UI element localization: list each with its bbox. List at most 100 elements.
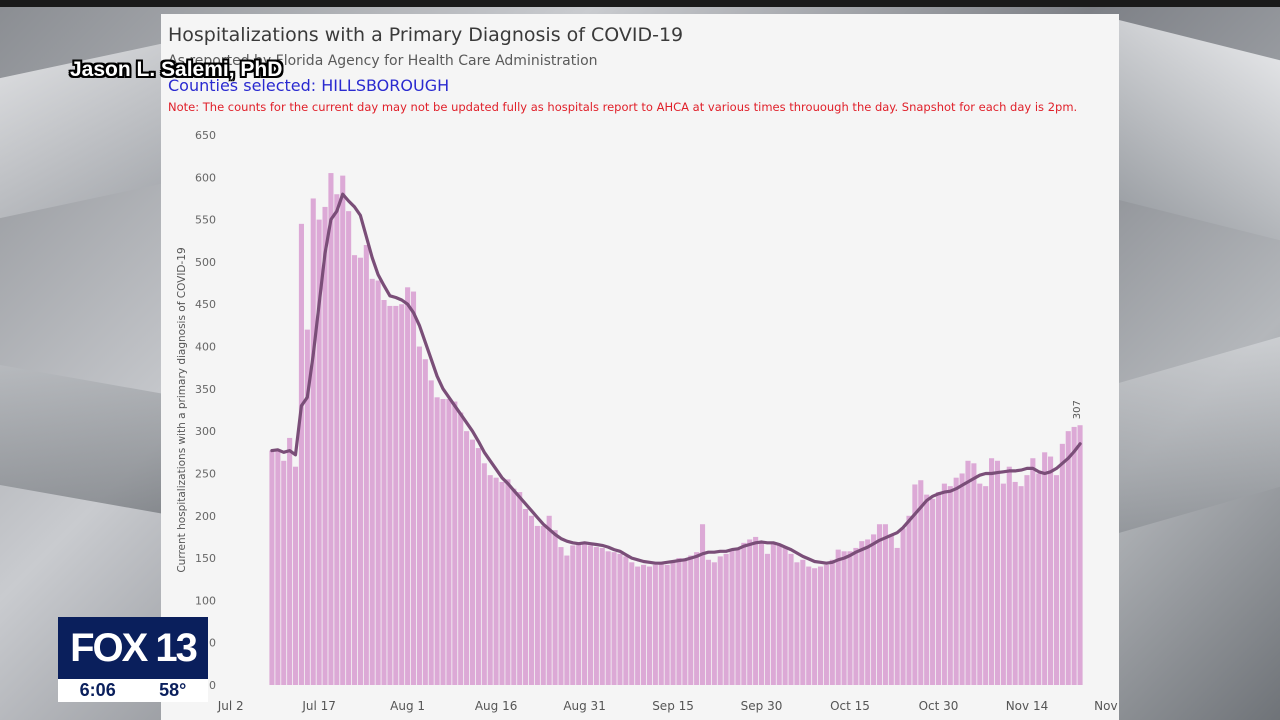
time-temperature-bar: 6:06 58° <box>58 679 208 702</box>
x-tick-label: Nov 29 <box>1094 699 1119 713</box>
bar <box>275 449 281 685</box>
bar <box>1042 452 1048 685</box>
bar <box>281 460 287 685</box>
station-logo-box: FOX 13 <box>58 617 208 682</box>
bar <box>1030 458 1036 685</box>
bar <box>941 483 947 685</box>
bar <box>753 536 759 685</box>
bar <box>817 566 824 685</box>
bar <box>741 542 747 685</box>
y-tick-label: 350 <box>195 383 216 396</box>
bar <box>682 560 688 685</box>
bar <box>552 530 558 685</box>
bar <box>758 541 765 685</box>
bar <box>664 564 670 685</box>
bar <box>381 300 387 685</box>
x-tick-label: Oct 30 <box>919 699 959 713</box>
bar <box>994 460 1001 685</box>
clock-time: 6:06 <box>79 680 116 700</box>
bar <box>1018 486 1024 685</box>
bar <box>446 399 452 685</box>
bar <box>894 547 900 685</box>
bar <box>310 198 316 685</box>
bar <box>481 463 487 685</box>
background-shape <box>1118 19 1280 241</box>
bar <box>835 549 841 685</box>
bar <box>493 477 499 685</box>
bar <box>328 173 334 686</box>
bar <box>1006 466 1012 685</box>
bar <box>469 439 476 685</box>
bar <box>806 566 812 685</box>
bar <box>1059 443 1065 685</box>
chart-note: Note: The counts for the current day may… <box>168 100 1078 114</box>
bar <box>505 479 511 685</box>
bar <box>935 492 942 685</box>
bar <box>399 304 405 685</box>
bar <box>947 486 953 685</box>
bar <box>853 547 859 685</box>
bar <box>428 380 434 685</box>
bar <box>576 542 582 685</box>
bar <box>458 412 464 685</box>
bar <box>977 483 983 685</box>
bar <box>369 278 375 685</box>
bar <box>735 547 741 685</box>
bar <box>351 255 358 685</box>
bar <box>924 494 930 685</box>
bar <box>859 541 865 685</box>
bar <box>699 524 706 685</box>
bar <box>747 539 753 685</box>
x-tick-label: Jul 17 <box>301 699 336 713</box>
bar <box>688 555 694 685</box>
bar <box>717 556 723 685</box>
y-tick-label: 150 <box>195 552 216 565</box>
chart-subtitle: As reported by Florida Agency for Health… <box>168 53 598 69</box>
bar <box>587 545 594 685</box>
bar <box>912 484 918 685</box>
bar <box>705 559 711 685</box>
bar <box>334 194 340 685</box>
chart-title: Hospitalizations with a Primary Diagnosi… <box>168 24 684 46</box>
y-tick-label: 300 <box>195 425 216 438</box>
y-tick-label: 450 <box>195 298 216 311</box>
bar <box>906 515 912 685</box>
y-tick-label: 100 <box>195 594 216 607</box>
bar <box>1012 481 1018 685</box>
bar <box>652 564 658 685</box>
bar <box>517 492 523 685</box>
bar <box>794 562 800 685</box>
bar <box>670 562 676 685</box>
bar <box>812 568 818 685</box>
bar <box>900 528 906 685</box>
bar <box>1065 431 1071 685</box>
bar <box>464 431 470 685</box>
bar <box>611 552 617 685</box>
bar <box>440 399 446 685</box>
bar <box>1077 425 1083 685</box>
bar <box>534 525 540 685</box>
x-tick-label: Nov 14 <box>1006 699 1049 713</box>
bar <box>782 547 788 685</box>
bar <box>322 206 328 685</box>
bar <box>292 466 299 685</box>
x-tick-label: Jul 2 <box>217 699 244 713</box>
bar <box>1000 483 1006 685</box>
bar <box>582 542 588 685</box>
bar <box>847 551 853 685</box>
bar <box>841 551 847 685</box>
data-label: 307 <box>1072 400 1083 419</box>
bar <box>729 549 735 685</box>
y-tick-label: 250 <box>195 467 216 480</box>
bar <box>564 555 570 685</box>
bar <box>629 562 635 685</box>
y-tick-label: 0 <box>209 679 216 692</box>
bar <box>434 397 440 685</box>
y-tick-label: 650 <box>195 129 216 142</box>
bar <box>871 534 877 685</box>
bar <box>989 458 995 685</box>
bar <box>410 291 417 685</box>
bar <box>375 280 381 685</box>
bar <box>1024 475 1030 685</box>
x-tick-label: Oct 15 <box>830 699 870 713</box>
